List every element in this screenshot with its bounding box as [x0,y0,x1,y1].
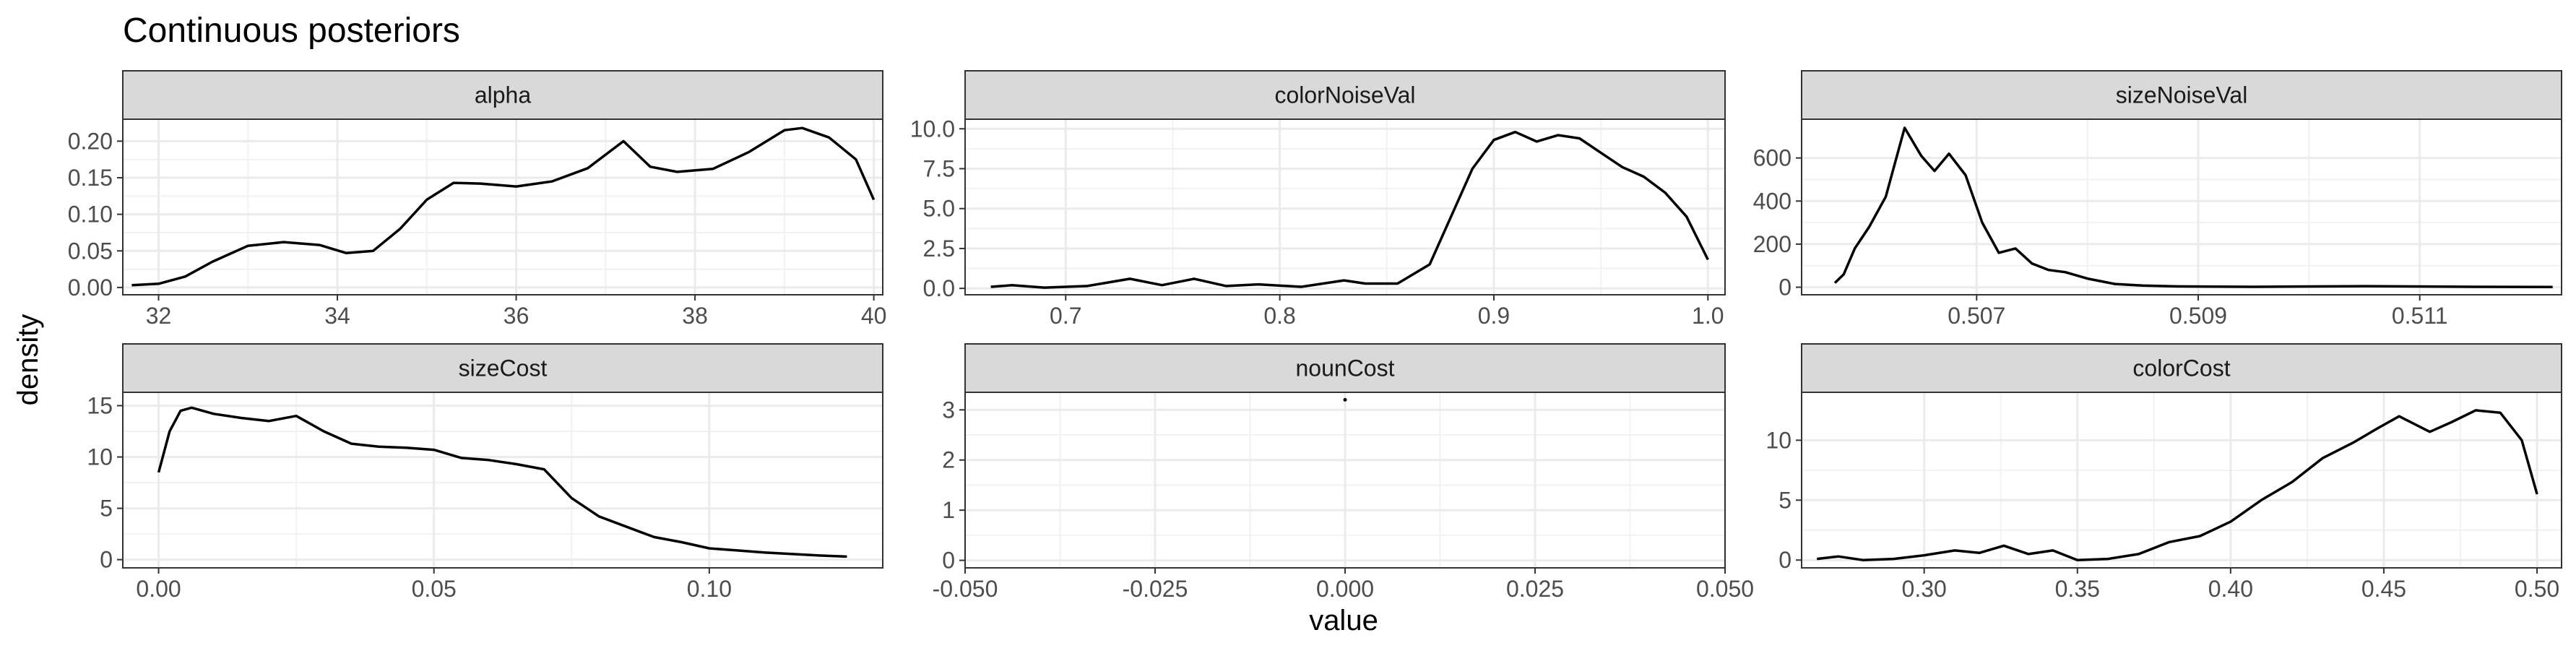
facet-strip [1801,70,2562,120]
x-tick-label: 32 [146,303,172,329]
y-tick-label: 0 [1778,547,1791,573]
plot-background [1802,392,2562,568]
x-tick-label: 0.507 [1948,303,2005,329]
y-axis-title: density [12,314,44,406]
y-tick-label: 0.20 [68,128,113,154]
facet-strip-label: sizeCost [459,355,548,381]
x-tick-label: 0.50 [2515,576,2559,602]
density-point [1343,397,1347,402]
panel-border [964,118,1726,295]
plot-background [123,392,883,568]
facet-colorcost: colorCost 0.30 0.35 0.40 0.45 0.50 0 5 10 [1765,343,2562,602]
facet-alpha: alpha 32 34 36 38 40 0.00 0.05 0.10 0.15 0.20 [68,70,887,329]
y-tick-label: 0.0 [923,275,955,301]
facet-strip-label: colorNoiseVal [1274,82,1415,108]
density-line [157,406,847,558]
y-tick-label: 10 [87,444,113,470]
x-tick-label: 38 [682,303,708,329]
chart-title: Continuous posteriors [123,12,460,50]
density-line [1817,409,2538,561]
x-tick-label: 1.0 [1692,303,1724,329]
facet-strip [122,70,883,120]
x-tick-label: 0.050 [1696,576,1754,602]
y-tick-label: 0 [1778,275,1791,301]
y-tick-label: 1 [942,497,955,523]
x-tick-label: 0.9 [1478,303,1510,329]
x-tick-label: 0.509 [2169,303,2227,329]
facet-strip [122,343,883,393]
x-axis-title: value [1309,605,1378,636]
x-tick-label: 0.025 [1506,576,1564,602]
x-tick-label: 0.8 [1263,303,1295,329]
x-tick-label: -0.050 [933,576,998,602]
y-tick-label: 0.15 [68,165,113,191]
y-tick-label: 200 [1753,231,1791,257]
y-tick-label: 400 [1753,188,1791,214]
y-tick-label: 10.0 [910,116,955,142]
y-tick-label: 5.0 [923,196,955,222]
y-tick-label: 7.5 [923,155,955,181]
x-tick-label: 36 [503,303,530,329]
density-line [131,126,876,287]
y-tick-label: 2.5 [923,236,955,262]
panel-border [1801,392,2562,569]
x-tick-label: 34 [324,303,350,329]
facet-sizecost: sizeCost 0.00 0.05 0.10 0 5 10 15 [87,343,883,602]
x-tick-label: -0.025 [1123,576,1188,602]
y-tick-label: 0.10 [68,202,113,228]
x-tick-label: 0.05 [412,576,457,602]
y-tick-label: 5 [1778,487,1791,513]
y-tick-label: 0.05 [68,238,113,264]
facet-sizenoiseval: sizeNoiseVal 0.507 0.509 0.511 0 200 400 600 [1753,70,2562,329]
panel-border [1801,118,2562,295]
y-tick-label: 0.00 [68,275,113,301]
x-tick-label: 0.40 [2208,576,2253,602]
facet-strip-label: colorCost [2132,355,2230,381]
x-tick-label: 0.10 [687,576,732,602]
facet-strip-label: nounCost [1296,355,1395,381]
facet-colornoiseval: colorNoiseVal 0.7 0.8 0.9 1.0 0.0 2.5 5.0 7.5 10.… [910,70,1726,329]
y-tick-label: 2 [942,447,955,473]
facet-strip-label: sizeNoiseVal [2116,82,2248,108]
x-tick-label: 0.45 [2361,576,2406,602]
x-tick-label: 40 [861,303,887,329]
x-tick-label: 0.000 [1316,576,1374,602]
x-tick-label: 0.35 [2055,576,2100,602]
y-tick-label: 0 [100,547,113,573]
y-tick-label: 600 [1753,145,1791,171]
y-tick-label: 15 [87,392,113,418]
density-line [990,130,1709,289]
y-tick-label: 10 [1765,427,1791,453]
panel-border [122,392,883,569]
x-tick-label: 0.7 [1050,303,1081,329]
y-tick-label: 0 [942,548,955,574]
density-line [1833,126,2553,289]
facet-strip [964,343,1726,393]
x-tick-label: 0.00 [136,576,181,602]
y-tick-label: 3 [942,397,955,423]
facet-nouncost: nounCost -0.050 -0.025 0.000 0.025 0.050 0 1 2 3 [933,343,1754,602]
x-tick-label: 0.30 [1902,576,1947,602]
panel-border [122,118,883,295]
x-tick-label: 0.511 [2392,303,2448,329]
facet-strip-label: alpha [475,82,532,108]
plot-background [123,119,883,295]
y-tick-label: 5 [100,496,113,522]
